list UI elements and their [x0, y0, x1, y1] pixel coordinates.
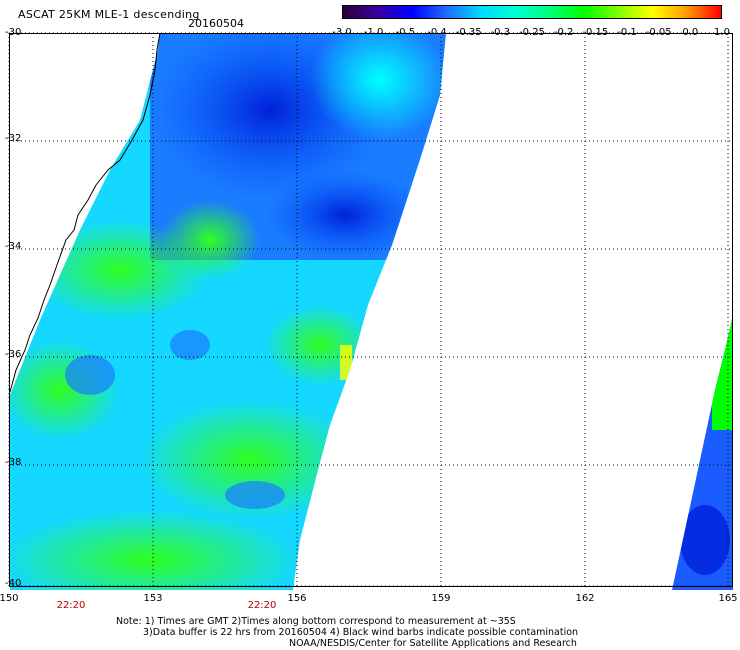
color-scale-tick-label: -0.2: [553, 27, 574, 38]
lon-label: 153: [143, 593, 163, 604]
coastline: [9, 32, 161, 393]
lat-label: -38: [5, 457, 22, 468]
color-scale-bar: [342, 5, 722, 19]
color-scale-tick-label: -0.25: [519, 27, 545, 38]
color-scale-tick-label: -0.15: [582, 27, 609, 38]
lon-label: 162: [575, 593, 595, 604]
time-label: 22:20: [247, 600, 277, 611]
color-scale-tick-label: -0.1: [617, 27, 637, 38]
note-line-1: Note: 1) Times are GMT 2)Times along bot…: [116, 616, 516, 627]
product-date: 20160504: [188, 17, 244, 30]
product-title: ASCAT 25KM MLE-1 descending: [18, 8, 200, 21]
wind-swath-main: [10, 33, 446, 590]
lon-label: 156: [287, 593, 307, 604]
lat-label: -32: [5, 133, 22, 144]
color-scale-tick-label: -0.35: [455, 27, 482, 38]
color-scale-tick-label: 0.0: [682, 27, 699, 38]
map-frame: [9, 33, 733, 587]
color-scale-tick-label: -0.3: [490, 27, 511, 38]
lon-label: 165: [718, 593, 738, 604]
lat-label: -40: [5, 578, 22, 589]
lat-label: -34: [5, 241, 22, 252]
lon-label: 159: [431, 593, 451, 604]
lat-label: -36: [5, 349, 22, 360]
lon-label: 150: [0, 593, 19, 604]
color-scale-tick-label: -0.05: [645, 27, 672, 38]
note-line-2: 3)Data buffer is 22 hrs from 20160504 4)…: [143, 627, 579, 638]
time-label: 22:20: [56, 600, 86, 611]
note-line-3: NOAA/NESDIS/Center for Satellite Applica…: [289, 638, 577, 649]
lat-label: -30: [5, 27, 22, 38]
